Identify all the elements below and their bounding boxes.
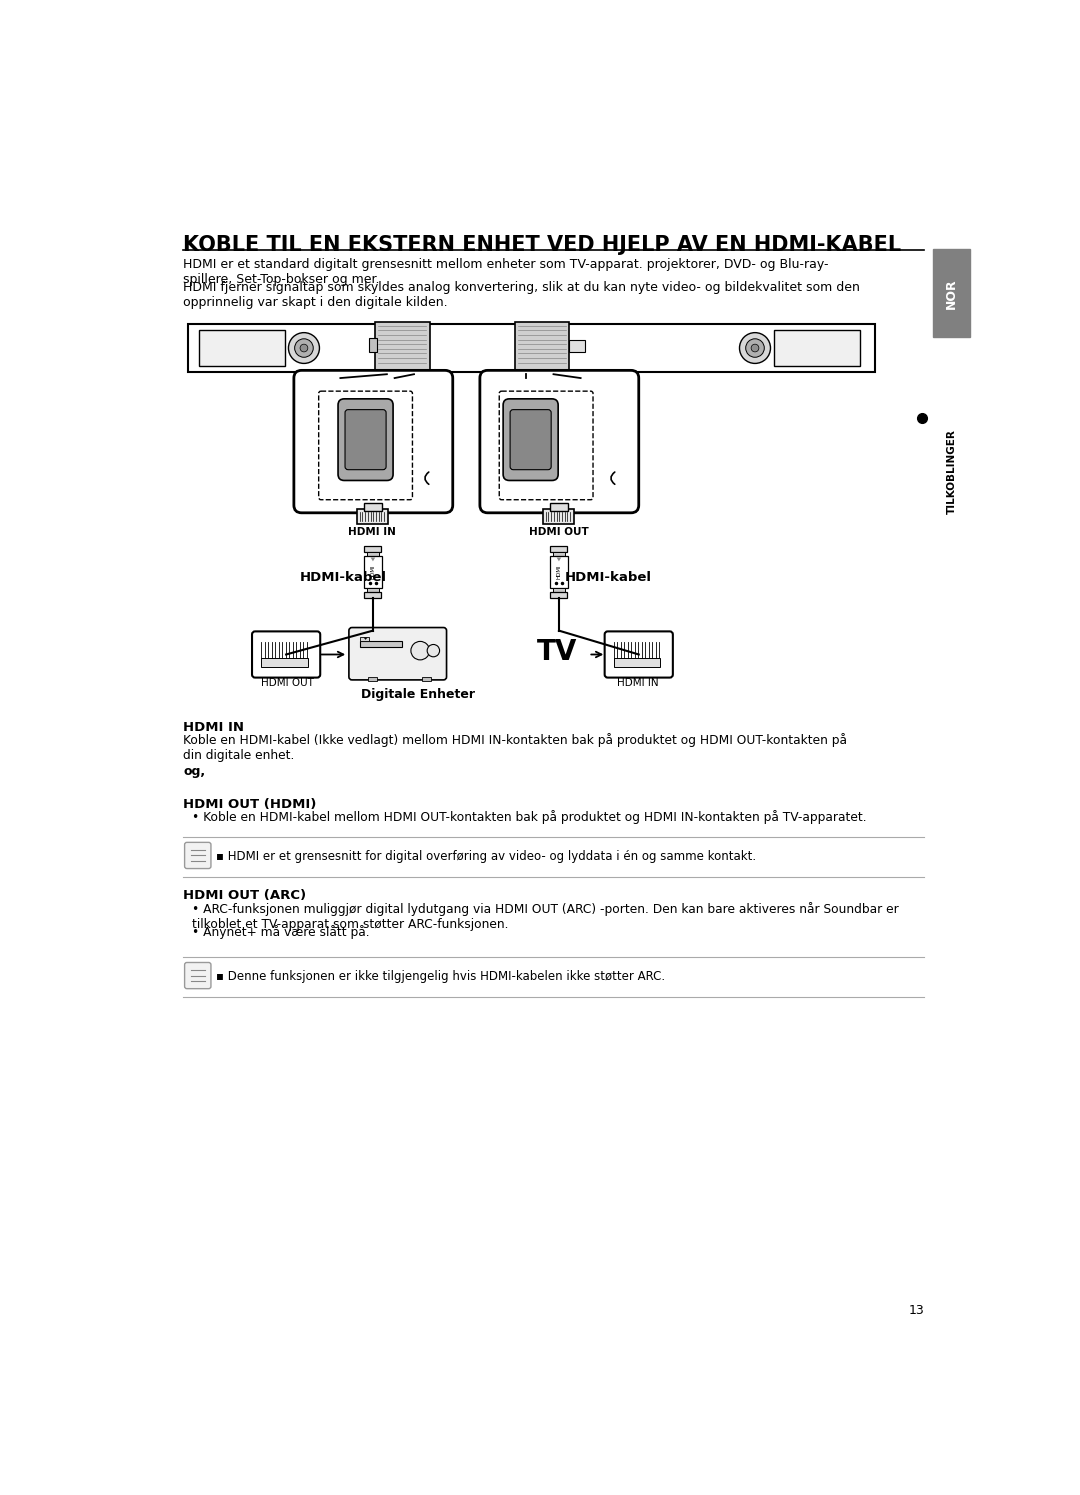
Text: TILKOBLINGER: TILKOBLINGER [947,429,957,514]
Bar [551,546,567,552]
Bar [569,339,584,351]
FancyBboxPatch shape [345,410,387,469]
Text: Digitale Enheter: Digitale Enheter [362,688,475,701]
Text: Koble en HDMI-kabel (Ikke vedlagt) mellom HDMI IN-kontakten bak på produktet og : Koble en HDMI-kabel (Ikke vedlagt) mello… [183,733,847,762]
Bar [551,592,567,598]
Polygon shape [370,558,375,561]
Text: HDMI fjerner signaltap som skyldes analog konvertering, slik at du kan nyte vide: HDMI fjerner signaltap som skyldes analo… [183,281,860,309]
Polygon shape [364,637,367,640]
Circle shape [410,641,430,659]
Text: HDMI OUT: HDMI OUT [529,528,590,537]
Text: HDMI OUT: HDMI OUT [261,679,314,688]
Bar [200,330,284,366]
Text: TV: TV [537,638,578,667]
FancyBboxPatch shape [252,631,321,677]
FancyBboxPatch shape [294,371,453,513]
Text: HDMI: HDMI [370,565,376,580]
FancyBboxPatch shape [510,410,551,469]
Circle shape [751,344,759,351]
Circle shape [428,644,440,656]
Bar [422,677,431,680]
Bar [933,248,971,338]
Text: HDMI-kabel: HDMI-kabel [565,571,652,585]
Text: 13: 13 [908,1304,924,1317]
Text: • Koble en HDMI-kabel mellom HDMI OUT-kontakten bak på produktet og HDMI IN-kont: • Koble en HDMI-kabel mellom HDMI OUT-ko… [192,810,867,824]
Circle shape [745,339,765,357]
Bar [543,508,575,525]
FancyBboxPatch shape [185,842,211,869]
Circle shape [740,332,770,363]
Text: • Anynet+ må være slått på.: • Anynet+ må være slått på. [192,925,370,939]
Text: • ARC-funksjonen muliggjør digital lydutgang via HDMI OUT (ARC) -porten. Den kan: • ARC-funksjonen muliggjør digital lydut… [192,901,899,930]
Bar [357,508,389,525]
Circle shape [288,332,320,363]
Bar [369,338,377,351]
Bar [261,658,308,667]
Bar [188,324,875,372]
Bar [515,321,569,374]
Bar [360,641,403,647]
Text: HDMI IN: HDMI IN [617,679,659,688]
Bar [553,588,565,592]
Text: KOBLE TIL EN EKSTERN ENHET VED HJELP AV EN HDMI-KABEL: KOBLE TIL EN EKSTERN ENHET VED HJELP AV … [183,235,901,254]
FancyBboxPatch shape [349,628,446,680]
Bar [364,502,382,510]
Text: HDMI-kabel: HDMI-kabel [299,571,387,585]
FancyBboxPatch shape [605,631,673,677]
Text: ▪ Denne funksjonen er ikke tilgjengelig hvis HDMI-kabelen ikke støtter ARC.: ▪ Denne funksjonen er ikke tilgjengelig … [216,970,665,984]
Bar [367,588,379,592]
Text: HDMI: HDMI [556,565,562,580]
Text: HDMI OUT (HDMI): HDMI OUT (HDMI) [183,798,316,810]
Bar [364,546,381,552]
Text: NOR: NOR [945,278,958,308]
Text: ▪ HDMI er et grensesnitt for digital overføring av video- og lyddata i én og sam: ▪ HDMI er et grensesnitt for digital ove… [216,851,756,863]
Polygon shape [556,558,562,561]
Bar [613,658,661,667]
FancyBboxPatch shape [338,399,393,480]
Bar [375,321,430,374]
Text: HDMI OUT (ARC): HDMI OUT (ARC) [183,890,306,903]
Bar [367,552,379,556]
Bar [550,556,568,588]
Circle shape [295,339,313,357]
Text: og,: og, [183,765,205,779]
Bar [364,592,381,598]
Text: HDMI IN: HDMI IN [183,721,244,734]
Bar [367,677,377,680]
Circle shape [300,344,308,351]
Bar [360,637,369,641]
Bar [553,552,565,556]
FancyBboxPatch shape [185,963,211,988]
Text: HDMI IN: HDMI IN [348,528,396,537]
FancyBboxPatch shape [503,399,558,480]
FancyBboxPatch shape [480,371,638,513]
Text: HDMI er et standard digitalt grensesnitt mellom enheter som TV-apparat. projekto: HDMI er et standard digitalt grensesnitt… [183,259,828,286]
Bar [550,502,568,510]
Bar [774,330,860,366]
Bar [364,556,382,588]
